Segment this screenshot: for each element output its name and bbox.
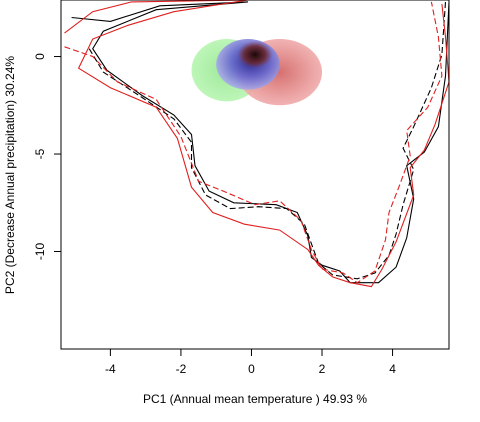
- x-tick-label: 2: [319, 362, 326, 376]
- y-tick-label: -10: [33, 243, 47, 261]
- density-region-dark-core: [237, 40, 273, 69]
- x-tick-label: 0: [248, 362, 255, 376]
- x-tick-label: 4: [389, 362, 396, 376]
- x-tick-label: -4: [105, 362, 116, 376]
- contour-layer: [64, 0, 449, 288]
- contour-line-3: [64, 1, 443, 284]
- density-layer: [191, 38, 323, 106]
- contour-line-2: [64, 0, 449, 288]
- x-axis: -4 -2 0 2 4: [105, 348, 396, 376]
- x-axis-title: PC1 (Annual mean temperature ) 49.93 %: [143, 392, 367, 406]
- y-tick-label: -5: [33, 148, 47, 159]
- y-axis: 0 -5 -10: [33, 53, 62, 261]
- y-tick-label: 0: [33, 53, 47, 60]
- y-axis-title: PC2 (Decrease Annual precipitation) 30.2…: [3, 56, 17, 294]
- x-tick-label: -2: [176, 362, 187, 376]
